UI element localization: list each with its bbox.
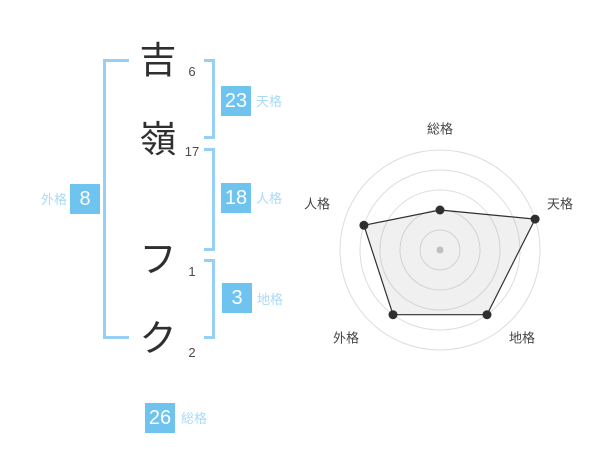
radar-axis-label-2: 地格: [509, 330, 535, 345]
soukaku-label: 総格: [181, 411, 208, 426]
radar-grid-ring: [419, 229, 461, 271]
gaikaku-bracket: [103, 59, 129, 339]
jinkaku-value-box: 18: [221, 183, 251, 213]
radar-data-point-2: [482, 310, 492, 320]
tenkaku-label: 天格: [256, 94, 283, 109]
stroke-count-2: 17: [184, 144, 200, 159]
name-character-4: ク: [139, 318, 177, 359]
radar-data-polygon: [363, 209, 537, 316]
name-character-3: フ: [139, 239, 177, 280]
tenkaku-bracket: [204, 59, 215, 139]
stroke-count-1: 6: [188, 64, 196, 79]
chikaku-bracket: [204, 259, 215, 339]
chikaku-label: 地格: [257, 292, 284, 307]
gaikaku-value-box: 8: [70, 184, 100, 214]
radar-center-dot: [436, 246, 444, 254]
stroke-count-3: 1: [188, 264, 196, 279]
gaikaku-label: 外格: [40, 192, 67, 207]
stroke-count-4: 2: [188, 345, 196, 360]
jinkaku-bracket: [204, 148, 215, 251]
tenkaku-value-box: 23: [221, 86, 251, 116]
jinkaku-label: 人格: [256, 191, 283, 206]
name-character-1: 吉: [139, 40, 177, 81]
soukaku-value-box: 26: [145, 403, 175, 433]
radar-data-point-0: [435, 205, 445, 215]
name-character-2: 嶺: [139, 119, 177, 160]
radar-axis-label-0: 総格: [427, 121, 453, 136]
radar-grid-ring: [379, 189, 501, 311]
chikaku-value-box: 3: [222, 283, 252, 313]
radar-data-point-1: [530, 214, 540, 224]
radar-axis-label-1: 天格: [547, 196, 573, 211]
radar-data-point-3: [388, 310, 398, 320]
radar-data-point-4: [359, 220, 369, 230]
radar-grid-ring: [339, 149, 541, 351]
radar-axis-label-4: 人格: [304, 196, 330, 211]
radar-axis-label-3: 外格: [333, 330, 359, 345]
